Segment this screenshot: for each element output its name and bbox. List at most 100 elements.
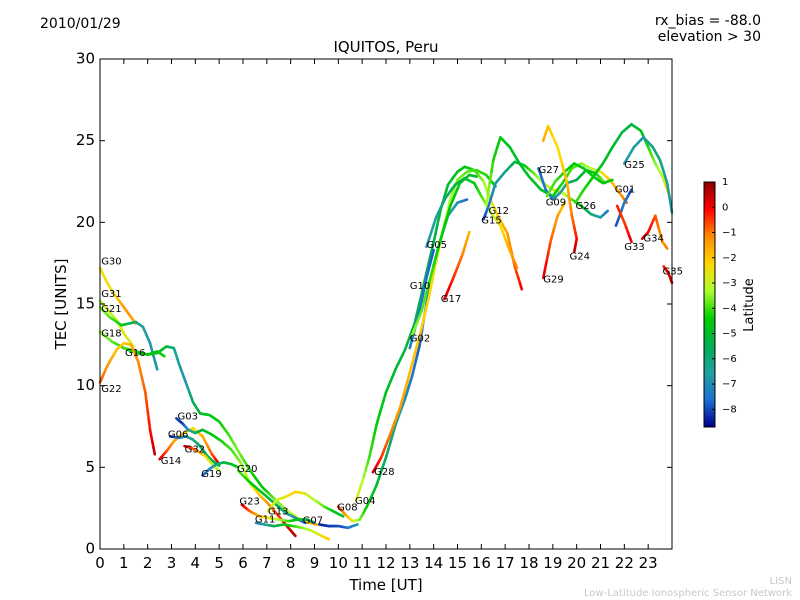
tec-trace-segment — [628, 235, 633, 244]
x-tick-label: 6 — [238, 554, 248, 572]
colorbar-tick-label: −1 — [722, 228, 737, 239]
series-g05 — [425, 176, 519, 270]
tec-trace-segment — [463, 198, 469, 202]
tec-trace-segment — [434, 224, 439, 236]
tec-trace-segment — [235, 465, 240, 469]
tec-trace-segment — [561, 201, 567, 208]
colorbar-tick-label: −5 — [722, 329, 737, 340]
tec-trace-segment — [406, 371, 412, 383]
tec-trace-segment — [507, 240, 513, 252]
x-tick-label: 17 — [496, 554, 515, 572]
tec-trace-segment — [420, 315, 426, 329]
series-label: G11 — [255, 515, 275, 526]
tec-trace-segment — [387, 439, 393, 451]
tec-trace-segment — [410, 353, 416, 365]
series-label: G29 — [543, 275, 563, 286]
x-tick-label: 5 — [214, 554, 224, 572]
tec-trace-segment — [556, 145, 562, 158]
series-g16 — [123, 345, 319, 526]
tec-trace-segment — [419, 293, 425, 305]
tec-trace-segment — [382, 390, 388, 402]
colorbar-tick-label: −4 — [722, 303, 737, 314]
tec-trace-segment — [418, 325, 424, 339]
series-g29 — [541, 201, 567, 280]
tec-trace-segment — [145, 400, 149, 413]
series-labels: G30 G31 G21 G18 G16 G22 G14 G03 G06 G32 G19 G20 G23 G… — [101, 160, 683, 526]
tec-trace-segment — [563, 172, 569, 185]
series-label: G24 — [570, 252, 590, 263]
x-tick-label: 15 — [448, 554, 467, 572]
tec-trace-segment — [423, 276, 428, 288]
tec-trace-segment — [377, 407, 383, 419]
tec-trace-segment — [541, 267, 547, 280]
tec-trace-segment — [628, 188, 633, 195]
elevation-label: elevation > 30 — [657, 29, 761, 45]
tec-trace-segment — [136, 359, 142, 371]
tec-trace-segment — [401, 388, 407, 400]
tec-trace-segment — [486, 181, 492, 196]
series-label: G05 — [427, 240, 447, 251]
x-tick-label: 22 — [615, 554, 634, 572]
x-tick-label: 12 — [376, 554, 395, 572]
series-label: G14 — [161, 456, 181, 467]
series-g08 — [336, 198, 469, 523]
colorbar-label: Latitude — [742, 278, 757, 332]
x-tick-label: 13 — [400, 554, 419, 572]
x-tick-label: 18 — [519, 554, 538, 572]
colorbar-tick-label: −8 — [722, 404, 737, 415]
series-label: G34 — [643, 234, 663, 245]
series-label: G01 — [615, 185, 635, 196]
tec-trace-segment — [431, 269, 436, 281]
x-tick-label: 2 — [143, 554, 153, 572]
tec-trace-segment — [413, 312, 419, 325]
series-g24 — [541, 124, 579, 253]
series-label: G28 — [374, 467, 394, 478]
x-tick-label: 19 — [543, 554, 562, 572]
series-layer — [98, 123, 674, 541]
tec-trace-segment — [439, 229, 445, 240]
tec-trace-segment — [569, 206, 574, 218]
tec-trace-segment — [444, 212, 450, 224]
series-label: G31 — [101, 289, 121, 300]
tec-trace-segment — [420, 281, 426, 295]
series-label: G04 — [355, 496, 375, 507]
tec-trace-segment — [425, 260, 431, 274]
x-tick-label: 0 — [95, 554, 105, 572]
x-tick-label: 1 — [119, 554, 129, 572]
tec-trace-segment — [138, 367, 143, 379]
tec-trace-segment — [140, 375, 145, 386]
y-axis-label: TEC [UNITS] — [52, 259, 70, 351]
tec-trace-segment — [216, 467, 221, 472]
tec-trace-segment — [437, 237, 443, 249]
tec-trace-segment — [161, 353, 166, 358]
colorbar-tick-label: −7 — [722, 379, 737, 390]
tec-trace-segment — [144, 390, 148, 403]
tec-trace-segment — [429, 278, 434, 290]
series-label: G33 — [624, 242, 644, 253]
x-tick-label: 10 — [329, 554, 348, 572]
colorbar: 1 0 −1 −2 −3 −4 −5 −6 −7 −8 Latitude — [703, 177, 757, 428]
tec-trace-segment — [547, 240, 552, 253]
tec-trace-segment — [154, 361, 159, 371]
tec-trace-segment — [353, 523, 359, 527]
tec-trace-segment — [369, 439, 375, 451]
date-label: 2010/01/29 — [40, 16, 121, 32]
tec-trace-segment — [427, 287, 433, 299]
series-label: G32 — [185, 444, 205, 455]
tec-trace-segment — [384, 448, 390, 459]
x-tick-label: 9 — [310, 554, 320, 572]
tec-trace-segment — [367, 448, 373, 459]
y-tick-label: 30 — [76, 50, 95, 68]
tec-trace-segment — [425, 296, 431, 309]
tec-trace-segment — [147, 419, 152, 432]
y-tick-label: 25 — [76, 131, 95, 149]
tec-trace-segment — [561, 163, 567, 176]
chart-title: IQUITOS, Peru — [333, 38, 438, 56]
colorbar-ticks: 1 0 −1 −2 −3 −4 −5 −6 −7 −8 — [712, 177, 737, 415]
tec-trace-segment — [146, 409, 151, 422]
tec-trace-segment — [488, 170, 493, 185]
series-g11 — [254, 521, 331, 541]
series-label: G27 — [539, 165, 559, 176]
tec-trace-segment — [415, 301, 421, 315]
tec-trace-segment — [435, 216, 441, 227]
